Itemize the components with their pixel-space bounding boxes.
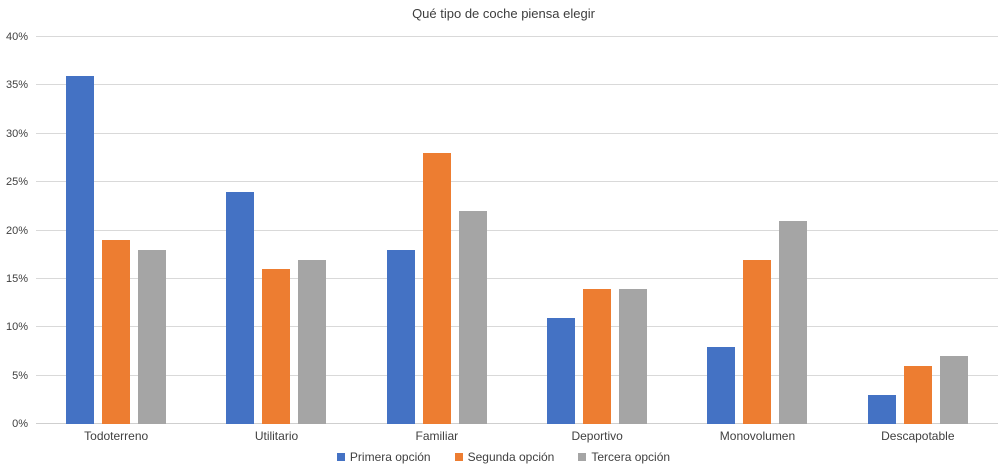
bar-utilitario-tercera-opción [298,259,327,424]
gridline-15% [36,277,998,279]
bar-group-familiar [357,37,517,424]
legend-item-tercera-opción: Tercera opción [578,450,670,464]
bar-group-deportivo [517,37,677,424]
bar-familiar-tercera-opción [458,211,487,424]
bar-utilitario-primera-opción [226,191,255,424]
bar-todoterreno-tercera-opción [138,249,167,424]
x-axis: Todoterreno Utilitario Familiar Deportivo Mo… [36,429,998,443]
y-tick-label-30%: 30% [5,127,28,140]
y-tick-label-15%: 15% [5,272,28,285]
legend-swatch-icon [578,453,587,461]
legend-swatch-icon [336,453,345,461]
gridline-10% [36,326,998,328]
y-tick-label-20%: 20% [5,224,28,237]
gridline-40% [36,36,998,37]
chart-title: Qué tipo de coche piensa elegir [412,6,595,21]
gridline-0% [36,423,998,424]
y-tick-label-25%: 25% [5,176,28,189]
legend-label: Tercera opción [591,450,671,464]
gridline-25% [36,181,998,183]
bar-group-descapotable [838,37,998,424]
legend-label: Primera opción [349,450,431,464]
gridline-20% [36,229,998,231]
x-tick-label-todoterreno: Todoterreno [84,429,149,443]
bar-groups [36,37,998,424]
legend-item-primera-opción: Primera opción [336,450,431,464]
gridlines [36,36,998,424]
plot-area [36,36,998,424]
bar-todoterreno-segunda-opción [102,240,131,424]
x-tick-label-descapotable: Descapotable [881,429,955,443]
bar-familiar-primera-opción [386,249,415,424]
y-axis: 0% 5% 10% 15% 20% 25% 30% 35% 40% [0,31,28,430]
y-tick-label-5%: 5% [12,369,28,382]
x-tick-label-monovolumen: Monovolumen [719,429,796,443]
bar-group-todoterreno [36,37,196,424]
y-tick-label-35%: 35% [5,79,28,92]
y-tick-label-0%: 0% [12,418,28,430]
bar-deportivo-tercera-opción [619,288,648,424]
x-tick-label-familiar: Familiar [415,429,459,443]
x-tick-label-deportivo: Deportivo [571,429,623,443]
legend: Primera opción Segunda opción Tercera opci… [0,450,1007,464]
y-tick-label-10%: 10% [5,321,28,334]
bar-group-utilitario [196,37,356,424]
gridline-35% [36,84,998,86]
x-tick-label-utilitario: Utilitario [254,429,299,443]
bar-monovolumen-primera-opción [707,346,736,424]
legend-item-segunda-opción: Segunda opción [454,450,555,464]
bar-utilitario-segunda-opción [262,269,291,424]
legend-label: Segunda opción [467,450,555,464]
legend-swatch-icon [454,453,463,461]
bar-todoterreno-primera-opción [66,75,95,424]
gridline-30% [36,132,998,134]
y-tick-label-40%: 40% [5,31,28,43]
bar-deportivo-primera-opción [547,317,576,424]
bar-monovolumen-tercera-opción [779,220,808,424]
bar-monovolumen-segunda-opción [743,259,772,424]
gridline-5% [36,374,998,376]
bar-descapotable-segunda-opción [903,365,932,424]
bar-descapotable-primera-opción [867,394,896,424]
bar-group-monovolumen [677,37,837,424]
bar-descapotable-tercera-opción [939,356,968,424]
bar-deportivo-segunda-opción [583,288,612,424]
bar-familiar-segunda-opción [422,153,451,424]
